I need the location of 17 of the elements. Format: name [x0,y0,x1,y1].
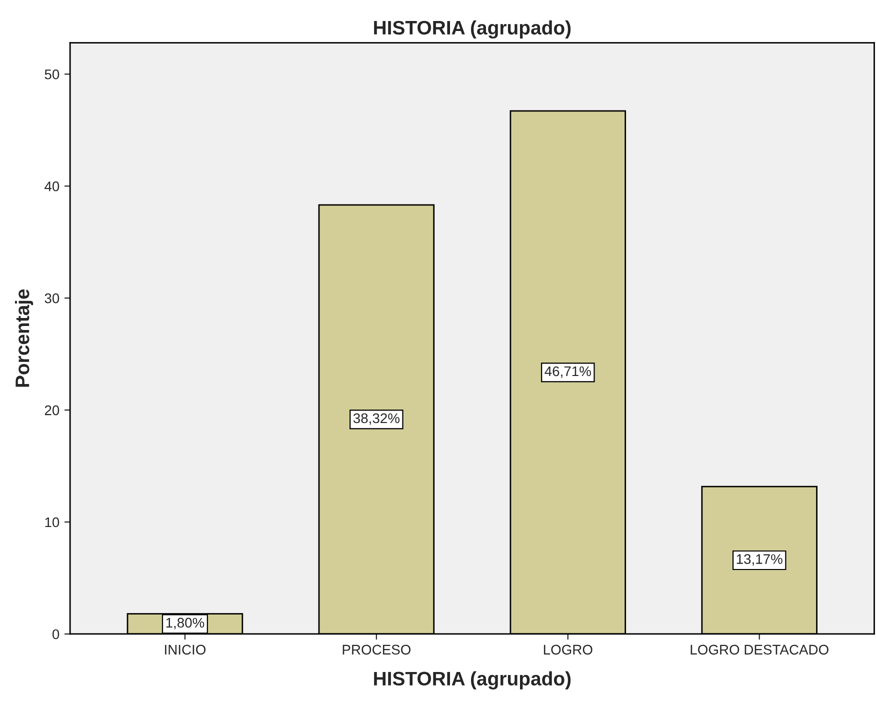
data-label: 38,32% [353,413,400,425]
x-tick-label: INICIO [165,644,206,655]
data-label: 1,80% [166,618,204,630]
y-tick-label: 10 [45,517,60,528]
y-axis-title: Porcentaje [14,289,34,387]
y-tick-label: 0 [52,629,60,640]
chart-title: HISTORIA (agrupado) [374,20,571,39]
x-axis-title: HISTORIA (agrupado) [374,671,571,690]
x-tick-label: LOGRO [544,644,592,655]
data-label: 13,17% [736,554,782,566]
y-tick-label: 20 [44,405,60,416]
y-tick-label: 50 [44,69,60,80]
y-tick-label: 40 [44,181,60,192]
y-tick-label: 30 [44,293,60,304]
x-tick-label: LOGRO DESTACADO [690,644,828,655]
x-tick-label: PROCESO [342,644,410,655]
data-label: 46,71% [544,366,591,378]
